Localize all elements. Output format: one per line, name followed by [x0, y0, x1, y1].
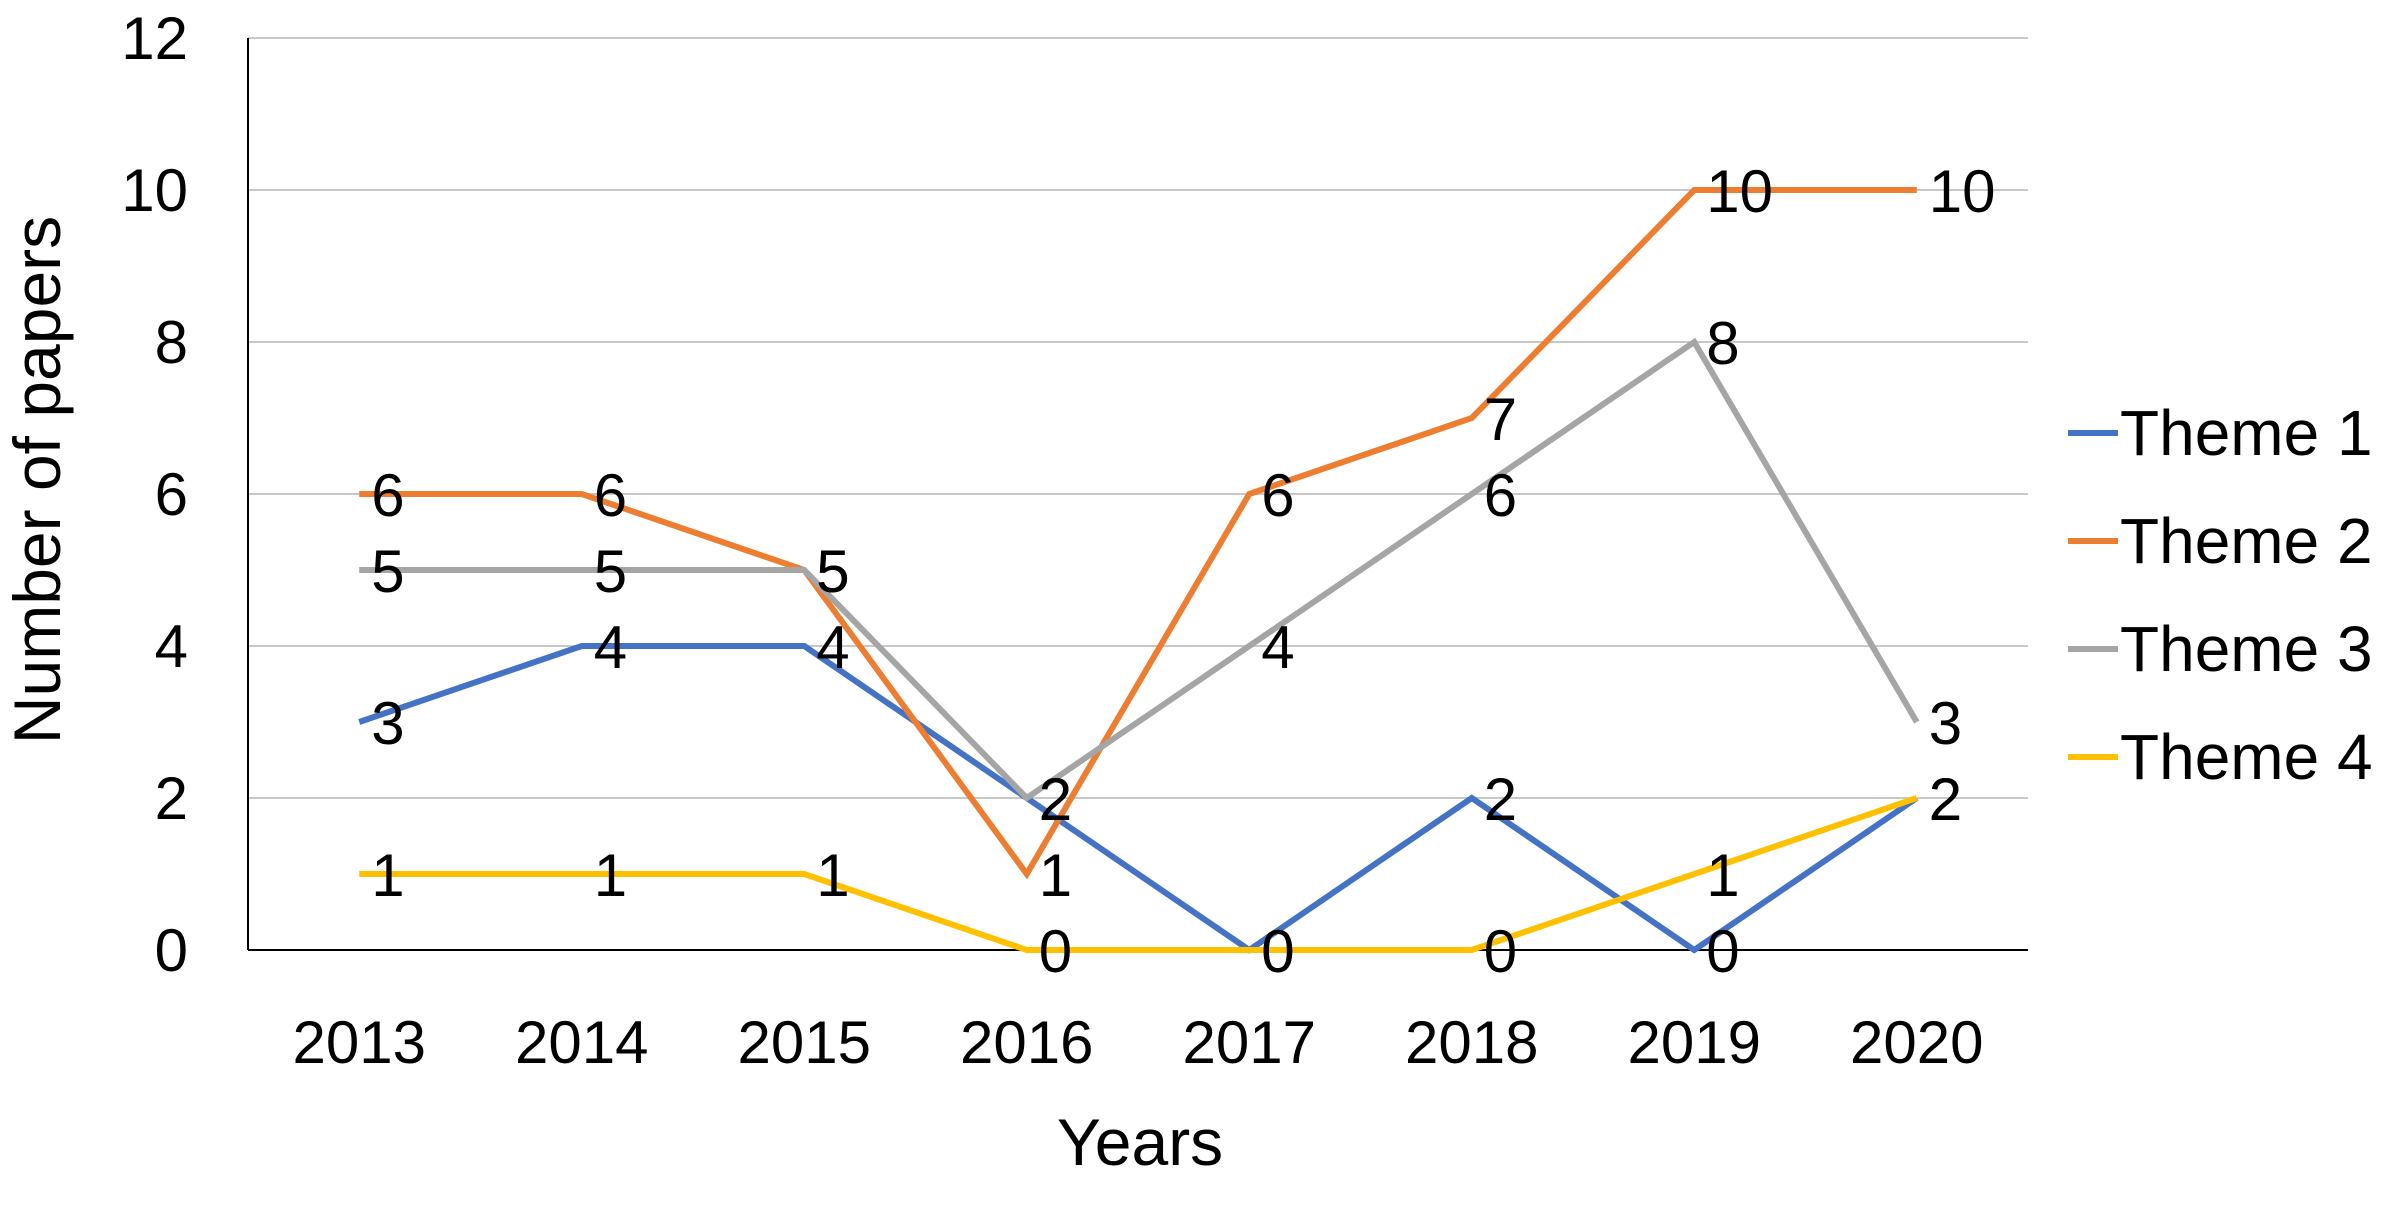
data-label-theme-4: 0 — [1261, 918, 1294, 985]
series-line-theme-4 — [359, 795, 1918, 953]
data-label-theme-1: 2 — [1039, 766, 1072, 833]
y-tick-label: 12 — [121, 5, 188, 72]
data-label-theme-2: 6 — [371, 462, 404, 529]
data-label-theme-1: 4 — [594, 614, 627, 681]
series-line-theme-2 — [359, 187, 1917, 880]
data-label-theme-1: 2 — [1929, 766, 1962, 833]
series-lines — [358, 187, 1920, 954]
legend-label-theme-4: Theme 4 — [2120, 721, 2373, 793]
x-tick-label: 2014 — [515, 1009, 648, 1076]
y-tick-label: 10 — [121, 157, 188, 224]
legend-label-theme-1: Theme 1 — [2120, 397, 2373, 469]
x-tick-label: 2016 — [960, 1009, 1093, 1076]
x-tick-label: 2020 — [1850, 1009, 1983, 1076]
x-axis-title: Years — [1057, 1105, 1223, 1179]
data-label-theme-3: 6 — [1484, 462, 1517, 529]
data-label-theme-2: 1 — [1039, 842, 1072, 909]
data-label-theme-1: 2 — [1484, 766, 1517, 833]
data-label-theme-2: 10 — [1706, 158, 1773, 225]
data-label-theme-2: 6 — [1261, 462, 1294, 529]
data-label-theme-3: 2 — [1039, 766, 1072, 833]
data-label-theme-2: 10 — [1929, 158, 1996, 225]
data-label-theme-2: 7 — [1484, 386, 1517, 453]
data-label-theme-4: 1 — [371, 842, 404, 909]
x-tick-label: 2013 — [293, 1009, 426, 1076]
legend: Theme 1 Theme 2 Theme 3 Theme 4 — [2068, 397, 2373, 793]
x-tick-label: 2018 — [1405, 1009, 1538, 1076]
data-label-theme-4: 2 — [1929, 766, 1962, 833]
x-tick-label: 2017 — [1183, 1009, 1316, 1076]
data-label-theme-3: 5 — [816, 538, 849, 605]
data-label-theme-4: 0 — [1484, 918, 1517, 985]
data-label-theme-1: 0 — [1706, 918, 1739, 985]
series-line-theme-3 — [359, 337, 1920, 802]
y-tick-label: 0 — [155, 917, 188, 984]
data-label-theme-2: 6 — [594, 462, 627, 529]
y-tick-label: 6 — [155, 461, 188, 528]
legend-label-theme-3: Theme 3 — [2120, 613, 2373, 685]
series-line-theme-1 — [358, 643, 1919, 954]
data-label-theme-1: 3 — [371, 690, 404, 757]
y-tick-label: 4 — [155, 613, 188, 680]
y-axis-title: Number of papers — [0, 216, 74, 744]
data-label-theme-2: 5 — [816, 538, 849, 605]
x-tick-label: 2019 — [1628, 1009, 1761, 1076]
legend-label-theme-2: Theme 2 — [2120, 505, 2373, 577]
data-label-theme-3: 3 — [1929, 690, 1962, 757]
data-label-theme-3: 5 — [594, 538, 627, 605]
data-label-theme-1: 0 — [1261, 918, 1294, 985]
data-label-theme-4: 1 — [594, 842, 627, 909]
x-tick-label: 2015 — [738, 1009, 871, 1076]
data-label-theme-3: 4 — [1261, 614, 1294, 681]
data-label-theme-4: 1 — [1706, 842, 1739, 909]
data-label-theme-4: 0 — [1039, 918, 1072, 985]
data-label-theme-3: 8 — [1706, 310, 1739, 377]
data-label-theme-1: 4 — [816, 614, 849, 681]
y-tick-label: 2 — [155, 765, 188, 832]
data-label-theme-3: 5 — [371, 538, 404, 605]
y-tick-label: 8 — [155, 309, 188, 376]
data-label-theme-4: 1 — [816, 842, 849, 909]
